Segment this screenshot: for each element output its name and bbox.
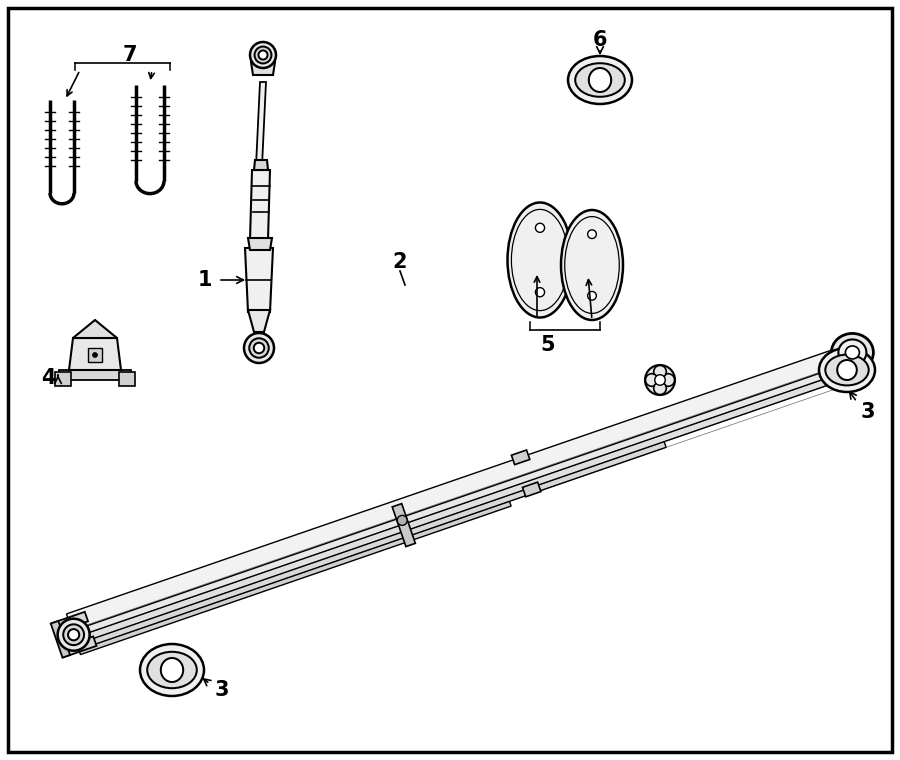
Polygon shape — [69, 338, 121, 370]
Circle shape — [258, 50, 267, 59]
Text: 4: 4 — [40, 368, 55, 388]
Circle shape — [653, 382, 666, 394]
Ellipse shape — [536, 287, 544, 296]
Polygon shape — [245, 248, 273, 312]
Circle shape — [250, 42, 276, 68]
Polygon shape — [50, 621, 70, 657]
Ellipse shape — [845, 346, 859, 359]
Ellipse shape — [819, 348, 875, 392]
Ellipse shape — [839, 340, 867, 366]
Ellipse shape — [575, 63, 625, 97]
Ellipse shape — [568, 56, 632, 104]
Circle shape — [645, 374, 658, 386]
Ellipse shape — [825, 355, 868, 385]
Ellipse shape — [588, 292, 597, 300]
Polygon shape — [73, 320, 117, 338]
Ellipse shape — [588, 230, 597, 239]
Text: 2: 2 — [392, 252, 407, 272]
FancyBboxPatch shape — [59, 370, 131, 380]
Polygon shape — [392, 504, 416, 546]
Ellipse shape — [508, 202, 572, 318]
Text: 7: 7 — [122, 45, 137, 65]
Ellipse shape — [140, 644, 204, 696]
Circle shape — [63, 624, 84, 645]
Ellipse shape — [511, 210, 569, 311]
Circle shape — [93, 353, 97, 357]
Polygon shape — [67, 344, 855, 631]
Text: 3: 3 — [860, 402, 875, 422]
Circle shape — [655, 375, 665, 385]
Ellipse shape — [832, 334, 873, 372]
Circle shape — [645, 365, 675, 395]
Polygon shape — [254, 160, 268, 170]
Ellipse shape — [148, 652, 197, 689]
Circle shape — [244, 333, 274, 363]
Polygon shape — [69, 353, 858, 638]
Ellipse shape — [536, 223, 544, 233]
FancyBboxPatch shape — [119, 372, 135, 386]
Polygon shape — [50, 612, 88, 629]
Ellipse shape — [837, 360, 857, 380]
Bar — [88, 348, 102, 362]
Polygon shape — [62, 636, 96, 657]
Polygon shape — [248, 310, 270, 332]
Polygon shape — [250, 170, 270, 240]
Text: 3: 3 — [215, 680, 230, 700]
FancyBboxPatch shape — [55, 372, 71, 386]
Polygon shape — [251, 62, 275, 75]
Circle shape — [68, 629, 79, 641]
Circle shape — [662, 374, 675, 386]
Polygon shape — [248, 238, 272, 250]
Text: 6: 6 — [593, 30, 608, 50]
Circle shape — [249, 338, 269, 358]
Ellipse shape — [589, 68, 611, 92]
Circle shape — [254, 343, 265, 353]
Ellipse shape — [161, 658, 184, 682]
Polygon shape — [72, 361, 860, 644]
Ellipse shape — [564, 217, 619, 313]
Circle shape — [653, 366, 666, 378]
Circle shape — [397, 515, 407, 525]
Circle shape — [58, 619, 90, 651]
Polygon shape — [77, 496, 511, 654]
Text: 1: 1 — [198, 270, 212, 290]
Text: 5: 5 — [541, 335, 555, 355]
Polygon shape — [511, 450, 530, 464]
Polygon shape — [256, 82, 266, 166]
Circle shape — [255, 46, 272, 63]
Polygon shape — [75, 436, 666, 650]
Ellipse shape — [561, 210, 623, 320]
Polygon shape — [523, 482, 541, 497]
